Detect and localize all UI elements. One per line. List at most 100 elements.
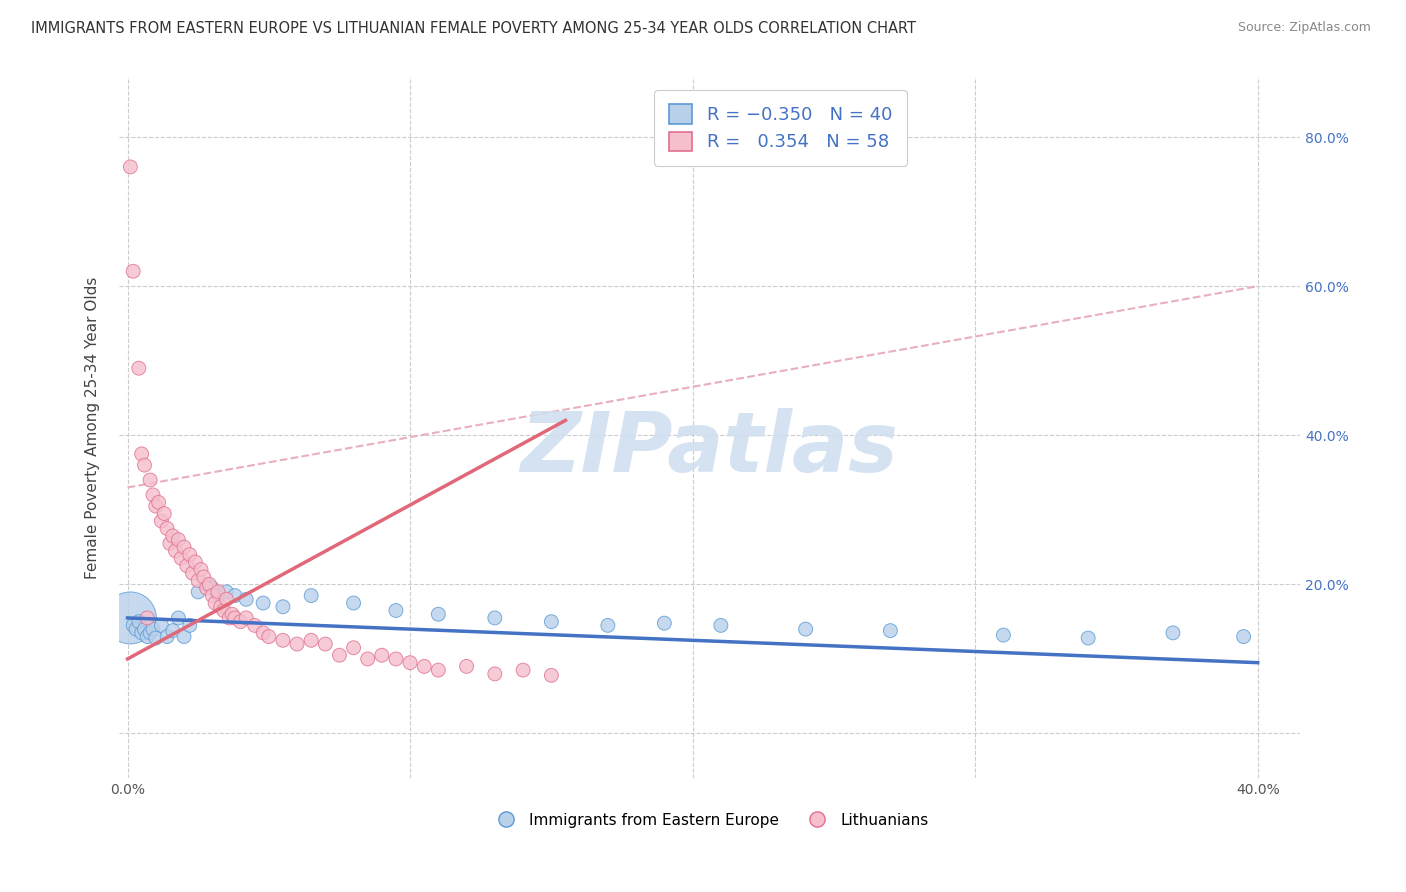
Point xyxy=(170,551,193,566)
Point xyxy=(131,447,153,461)
Point xyxy=(167,611,190,625)
Point xyxy=(710,618,733,632)
Point xyxy=(218,611,240,625)
Point xyxy=(139,473,162,487)
Point xyxy=(153,507,176,521)
Point xyxy=(252,596,274,610)
Point xyxy=(139,625,162,640)
Point xyxy=(198,577,221,591)
Point xyxy=(512,663,534,677)
Point xyxy=(596,618,619,632)
Point xyxy=(167,533,190,547)
Point xyxy=(128,615,150,629)
Point xyxy=(215,585,238,599)
Text: IMMIGRANTS FROM EASTERN EUROPE VS LITHUANIAN FEMALE POVERTY AMONG 25-34 YEAR OLD: IMMIGRANTS FROM EASTERN EUROPE VS LITHUA… xyxy=(31,21,915,36)
Point xyxy=(235,592,257,607)
Point xyxy=(385,652,408,666)
Point xyxy=(371,648,394,663)
Text: ZIPatlas: ZIPatlas xyxy=(520,409,898,490)
Point xyxy=(427,607,450,622)
Point xyxy=(181,566,204,581)
Point xyxy=(212,603,235,617)
Point xyxy=(187,574,209,588)
Point xyxy=(176,558,198,573)
Point xyxy=(195,577,218,591)
Point xyxy=(179,548,201,562)
Point xyxy=(165,544,187,558)
Point xyxy=(342,640,364,655)
Point xyxy=(257,630,280,644)
Point xyxy=(540,668,562,682)
Point xyxy=(427,663,450,677)
Point xyxy=(128,361,150,376)
Point xyxy=(221,607,243,622)
Point xyxy=(285,637,308,651)
Point xyxy=(173,540,195,554)
Point xyxy=(328,648,350,663)
Point xyxy=(136,611,159,625)
Point xyxy=(179,618,201,632)
Point xyxy=(156,521,179,535)
Point xyxy=(190,562,212,576)
Point xyxy=(540,615,562,629)
Y-axis label: Female Poverty Among 25-34 Year Olds: Female Poverty Among 25-34 Year Olds xyxy=(86,277,100,579)
Point xyxy=(1161,625,1184,640)
Legend: Immigrants from Eastern Europe, Lithuanians: Immigrants from Eastern Europe, Lithuani… xyxy=(485,806,935,834)
Point xyxy=(134,458,156,472)
Text: Source: ZipAtlas.com: Source: ZipAtlas.com xyxy=(1237,21,1371,34)
Point xyxy=(456,659,478,673)
Point xyxy=(993,628,1015,642)
Point xyxy=(207,589,229,603)
Point xyxy=(271,599,294,614)
Point xyxy=(195,581,218,595)
Point xyxy=(145,499,167,513)
Point xyxy=(201,581,224,595)
Point xyxy=(399,656,422,670)
Point xyxy=(209,599,232,614)
Point xyxy=(122,264,145,278)
Point xyxy=(314,637,336,651)
Point xyxy=(120,160,142,174)
Point xyxy=(243,618,266,632)
Point xyxy=(122,618,145,632)
Point xyxy=(271,633,294,648)
Point xyxy=(145,631,167,645)
Point xyxy=(142,622,165,636)
Point xyxy=(159,536,181,550)
Point xyxy=(187,585,209,599)
Point xyxy=(1232,630,1254,644)
Point xyxy=(224,589,246,603)
Point xyxy=(193,570,215,584)
Point xyxy=(215,592,238,607)
Point xyxy=(150,618,173,632)
Point xyxy=(120,611,142,625)
Point xyxy=(162,529,184,543)
Point xyxy=(142,488,165,502)
Point xyxy=(235,611,257,625)
Point xyxy=(207,585,229,599)
Point xyxy=(413,659,436,673)
Point xyxy=(204,596,226,610)
Point xyxy=(299,633,322,648)
Point xyxy=(184,555,207,569)
Point xyxy=(229,615,252,629)
Point xyxy=(156,630,179,644)
Point xyxy=(357,652,380,666)
Point xyxy=(385,603,408,617)
Point xyxy=(252,625,274,640)
Point xyxy=(879,624,901,638)
Point xyxy=(484,666,506,681)
Point xyxy=(224,611,246,625)
Point xyxy=(201,589,224,603)
Point xyxy=(173,630,195,644)
Point xyxy=(484,611,506,625)
Point xyxy=(654,616,676,631)
Point xyxy=(794,622,817,636)
Point xyxy=(1077,631,1099,645)
Point xyxy=(131,625,153,640)
Point xyxy=(134,622,156,636)
Point xyxy=(125,622,148,636)
Point xyxy=(162,624,184,638)
Point xyxy=(150,514,173,528)
Point xyxy=(299,589,322,603)
